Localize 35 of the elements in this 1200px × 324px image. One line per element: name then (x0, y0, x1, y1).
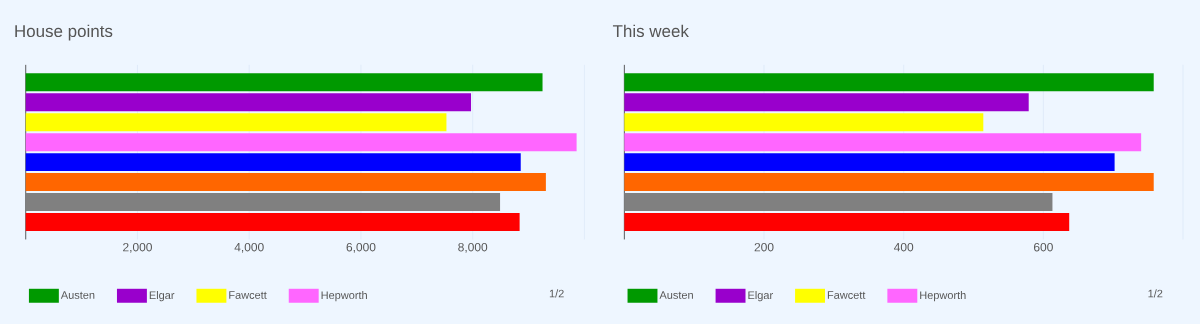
chart-title: This week (612, 24, 689, 37)
legend-label: Hepworth (920, 290, 966, 302)
bar (25, 113, 447, 132)
legend-label: Austen (60, 291, 95, 299)
bar (25, 153, 521, 171)
bar (624, 153, 1115, 171)
bar (624, 93, 1029, 112)
text: 1/2 (1148, 289, 1163, 298)
x-tick-label: 600 (1033, 242, 1053, 252)
bar (25, 93, 472, 112)
x-tick-label: 8,000 (458, 242, 488, 253)
x-tick-label: 4,000 (234, 242, 264, 253)
bar (624, 133, 1142, 152)
x-tick-label: 400 (893, 242, 914, 252)
bar (25, 172, 546, 191)
x-tick-label: 2,000 (123, 242, 152, 253)
x-tick-label: 6,000 (346, 242, 376, 253)
text: 1/2 (549, 289, 564, 298)
legend-label: Fawcett (229, 291, 267, 299)
x-tick-label: 200 (754, 242, 774, 252)
legend-label: Elgar (149, 290, 175, 302)
bar (624, 113, 984, 132)
legend-label: Elgar (748, 290, 773, 302)
bar (25, 192, 501, 211)
bar (25, 133, 577, 152)
bar (624, 172, 1154, 191)
legend-label: Austen (659, 291, 693, 299)
legend-label: Fawcett (827, 291, 866, 299)
bar (624, 192, 1053, 211)
bar (25, 212, 520, 231)
legend-label: Hepworth (321, 290, 367, 302)
bar (624, 73, 1154, 92)
bar (25, 73, 543, 92)
chart-title: House points (15, 24, 113, 41)
bar (624, 212, 1070, 231)
